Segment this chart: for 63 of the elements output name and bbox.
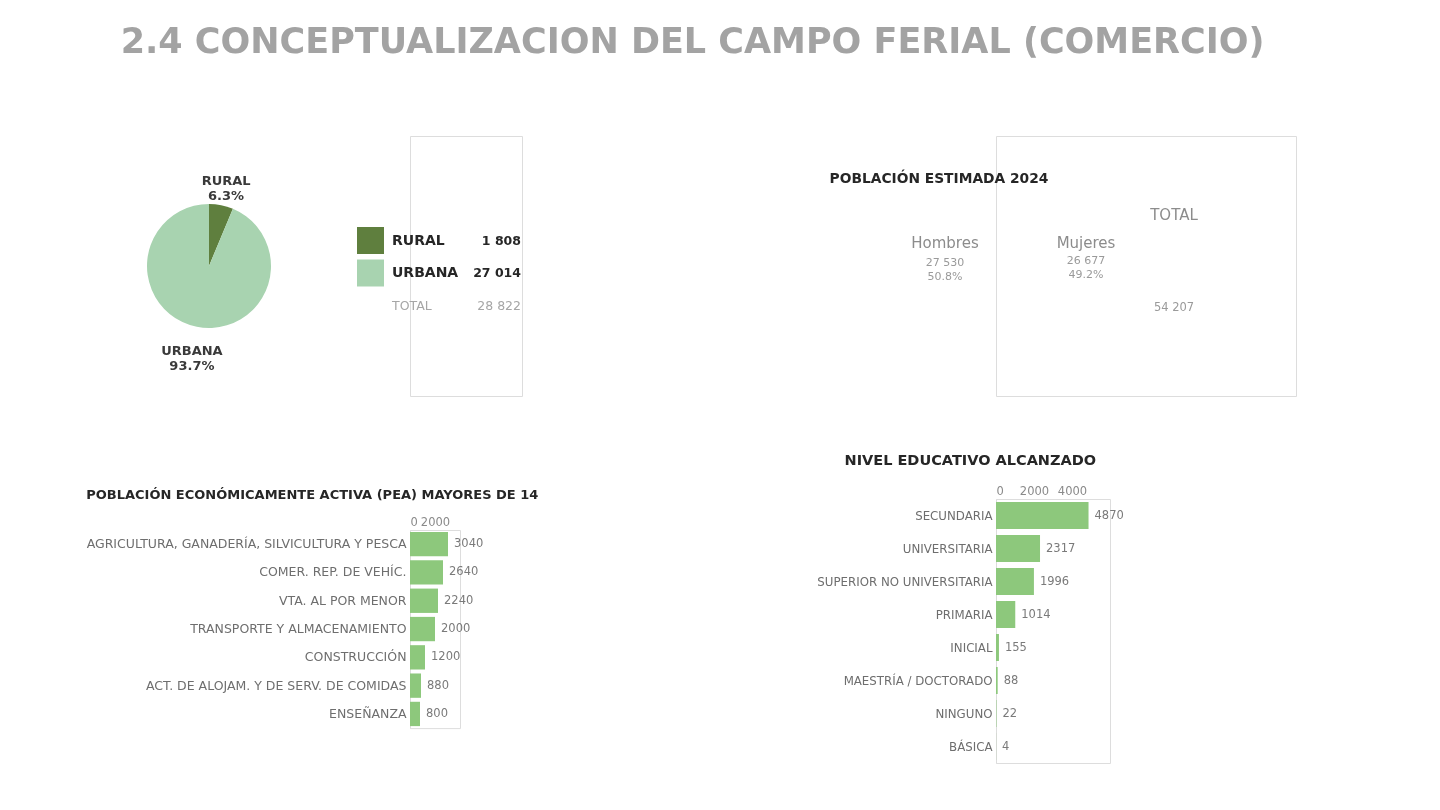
data-label: 880 [427,677,449,692]
data-label: 3040 [454,536,484,551]
text: 49.2% [1068,268,1104,281]
y-tick-label: PRIMARIA [935,607,993,622]
chart-title: POBLACIÓN ECONÓMICAMENTE ACTIVA (PEA) MAYORES DE 14 [86,487,539,502]
x-tick-label: 2000 [1019,483,1050,498]
data-label: 800 [426,705,448,720]
data-label: 4870 [1094,507,1124,522]
data-label: 1014 [1021,606,1051,621]
y-tick-label: BÁSICA [949,738,993,754]
bar [996,600,1016,629]
text: Hombres [911,234,979,252]
text: 26 677 [1066,254,1106,267]
text: POBLACIÓN ESTIMADA 2024 [829,169,1049,186]
y-tick-label: ACT. DE ALOJAM. Y DE SERV. DE COMIDAS [145,677,407,693]
data-label: 93.7% [169,358,215,374]
y-tick-label: UNIVERSITARIA [902,541,993,556]
data-label: 2640 [449,564,479,579]
text: TOTAL [1149,206,1199,224]
text: 54 207 [1153,300,1195,314]
data-label: 2317 [1046,540,1076,555]
y-tick-label: TRANSPORTE Y ALMACENAMIENTO [189,621,407,637]
text: Mujeres [1056,234,1116,252]
bar [996,534,1041,563]
data-label: 155 [1004,639,1027,654]
slice-label: URBANA [161,343,223,359]
y-tick-label: ENSEÑANZA [329,705,407,721]
y-tick-label: NINGUNO [935,706,993,721]
data-label: 22 [1002,705,1018,720]
legend-label: URBANA [392,264,459,280]
y-tick-label: SECUNDARIA [915,508,993,523]
slice-label: RURAL [201,172,251,188]
bar [996,567,1034,596]
text: 1 808 [481,232,521,248]
data-label: 6.3% [208,187,245,203]
bar [996,501,1089,530]
text: 28 822 [477,297,521,313]
text: 2.4 CONCEPTUALIZACION DEL CAMPO FERIAL (COMERCIO) [120,20,1265,61]
pie-slice [209,204,233,266]
data-label: 1200 [431,649,461,664]
data-label: 2000 [441,621,471,636]
y-tick-label: INICIAL [950,640,993,655]
data-label: 4 [1002,738,1010,753]
legend-label: RURAL [392,231,445,248]
y-tick-label: CONSTRUCCIÓN [304,649,407,665]
x-tick-label: 0 [996,483,1004,498]
bar [996,633,999,662]
text: 50.8% [927,270,963,283]
x-tick-label: 0 [410,514,418,529]
chart-title: NIVEL EDUCATIVO ALCANZADO [844,451,1097,468]
y-tick-label: SUPERIOR NO UNIVERSITARIA [817,574,993,589]
data-label: 1996 [1039,573,1070,588]
text: TOTAL [391,297,432,313]
data-label: 88 [1003,672,1019,687]
y-tick-label: MAESTRÍA / DOCTORADO [843,672,993,688]
y-tick-label: COMER. REP. DE VEHÍC. [259,564,407,580]
y-tick-label: AGRICULTURA, GANADERÍA, SILVICULTURA Y PESCA [86,536,407,552]
text: 27 530 [925,256,965,269]
x-tick-label: 4000 [1057,483,1088,498]
pie-slice [147,204,271,328]
text: 27 014 [473,265,522,280]
data-label: 2240 [444,592,474,607]
y-tick-label: VTA. AL POR MENOR [278,592,407,608]
